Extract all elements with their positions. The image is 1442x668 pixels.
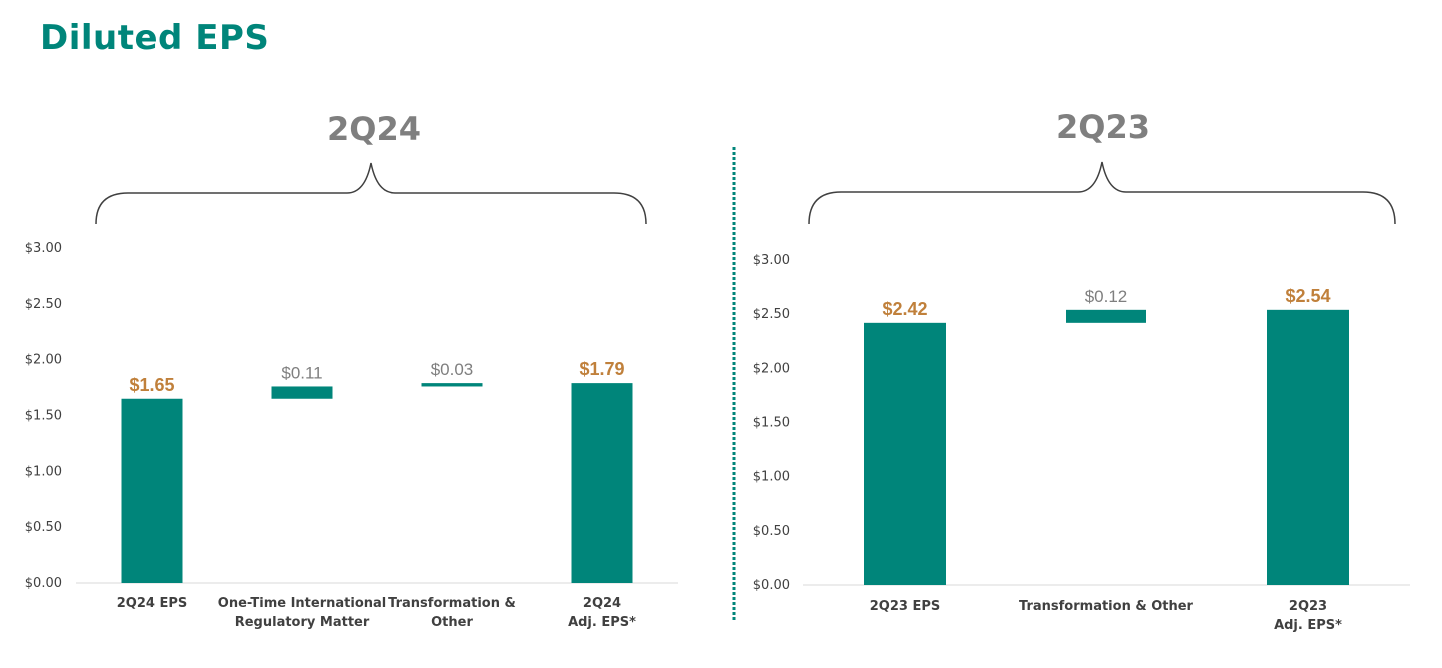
bar	[121, 398, 183, 583]
y-tick-label: $0.00	[753, 578, 790, 593]
y-tick-label: $1.50	[25, 409, 62, 424]
y-tick-label: $0.50	[25, 520, 62, 535]
category-label: Other	[431, 615, 473, 630]
data-label: $1.65	[129, 375, 174, 395]
category-label: Transformation & Other	[1019, 599, 1194, 614]
y-tick-label: $2.00	[25, 353, 62, 368]
y-tick-label: $1.00	[25, 464, 62, 479]
category-label: 2Q23	[1289, 599, 1327, 614]
period-brace	[808, 161, 1396, 225]
y-tick-label: $0.50	[753, 524, 790, 539]
period-brace	[95, 162, 647, 225]
y-tick-label: $3.00	[753, 253, 790, 268]
bar	[271, 386, 333, 399]
category-label: Adj. EPS*	[1274, 618, 1342, 633]
bar	[421, 383, 483, 387]
data-label: $0.03	[431, 360, 474, 379]
y-tick-label: $2.00	[753, 361, 790, 376]
bar	[571, 383, 633, 583]
data-label: $2.42	[882, 299, 927, 319]
category-label: Transformation &	[388, 596, 516, 611]
y-tick-label: $1.50	[753, 416, 790, 431]
bar	[1267, 309, 1349, 585]
y-tick-label: $1.00	[753, 470, 790, 485]
page-title: Diluted EPS	[40, 18, 270, 58]
category-label: One-Time International	[218, 596, 386, 611]
data-label: $1.79	[579, 359, 624, 379]
y-tick-label: $2.50	[25, 297, 62, 312]
bar	[864, 322, 946, 585]
category-label: 2Q23 EPS	[870, 599, 940, 614]
data-label: $2.54	[1285, 286, 1330, 306]
data-label: $0.11	[281, 363, 322, 382]
y-tick-label: $2.50	[753, 307, 790, 322]
category-label: 2Q24 EPS	[117, 596, 187, 611]
bar	[1066, 309, 1146, 323]
category-label: Regulatory Matter	[235, 615, 370, 630]
y-tick-label: $3.00	[25, 241, 62, 256]
y-tick-label: $0.00	[25, 576, 62, 591]
data-label: $0.12	[1085, 287, 1128, 306]
period-label: 2Q23	[1056, 108, 1150, 146]
category-label: Adj. EPS*	[568, 615, 636, 630]
period-label: 2Q24	[327, 110, 421, 148]
category-label: 2Q24	[583, 596, 621, 611]
